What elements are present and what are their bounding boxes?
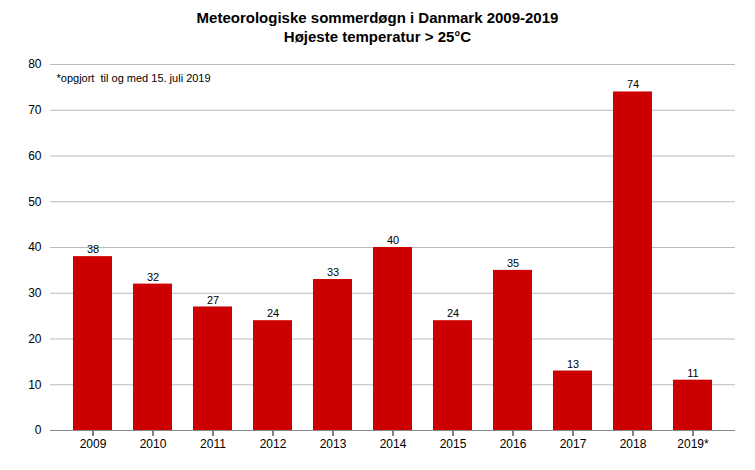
- svg-text:0: 0: [35, 423, 42, 437]
- svg-text:20: 20: [28, 332, 42, 346]
- svg-text:2010: 2010: [140, 437, 167, 451]
- svg-text:24: 24: [447, 307, 459, 319]
- svg-text:30: 30: [28, 286, 42, 300]
- html-text:Højeste temperatur > 25°C: Højeste temperatur > 25°C: [283, 28, 472, 45]
- svg-text:*opgjort til og med 15. juli: *opgjort til og med 15. juli 2019: [57, 72, 211, 84]
- svg-text:74: 74: [627, 78, 639, 90]
- svg-text:80: 80: [28, 57, 42, 71]
- html-text:Meteorologiske sommerdøgn i Da: Meteorologiske sommerdøgn i Danmark 2009…: [196, 9, 559, 26]
- svg-text:2016: 2016: [500, 437, 527, 451]
- svg-text:2018: 2018: [620, 437, 647, 451]
- svg-text:32: 32: [147, 271, 159, 283]
- svg-text:70: 70: [28, 103, 42, 117]
- svg-text:40: 40: [28, 240, 42, 254]
- svg-text:13: 13: [567, 358, 579, 370]
- svg-text:27: 27: [207, 293, 219, 305]
- svg-text:35: 35: [507, 257, 519, 269]
- svg-text:11: 11: [687, 367, 698, 379]
- svg-text:50: 50: [28, 195, 42, 209]
- svg-text:2012: 2012: [260, 437, 287, 451]
- svg-text:2019*: 2019*: [677, 437, 709, 451]
- svg-text:2017: 2017: [560, 437, 587, 451]
- svg-text:2014: 2014: [380, 437, 407, 451]
- svg-text:2013: 2013: [320, 437, 347, 451]
- svg-text:10: 10: [28, 378, 42, 392]
- svg-text:40: 40: [387, 234, 399, 246]
- svg-text:24: 24: [267, 307, 279, 319]
- svg-text:33: 33: [327, 266, 339, 278]
- svg-text:2009: 2009: [80, 437, 107, 451]
- svg-text:60: 60: [28, 149, 42, 163]
- svg-text:2015: 2015: [440, 437, 467, 451]
- svg-text:2011: 2011: [200, 437, 226, 451]
- svg-text:38: 38: [87, 243, 99, 255]
